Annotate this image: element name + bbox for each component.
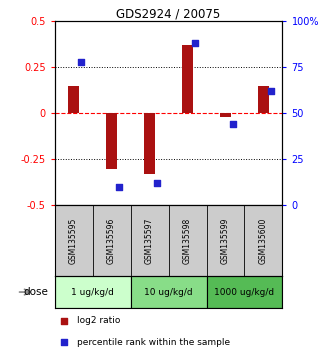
Text: 1000 ug/kg/d: 1000 ug/kg/d xyxy=(214,287,274,297)
Bar xyxy=(131,276,206,308)
Point xyxy=(117,184,122,190)
Bar xyxy=(106,113,117,169)
Text: GSM135598: GSM135598 xyxy=(183,218,192,264)
Text: percentile rank within the sample: percentile rank within the sample xyxy=(77,338,230,347)
Bar xyxy=(258,86,269,113)
Bar xyxy=(68,86,79,113)
Text: 10 ug/kg/d: 10 ug/kg/d xyxy=(144,287,193,297)
Text: GSM135600: GSM135600 xyxy=(259,217,268,264)
Title: GDS2924 / 20075: GDS2924 / 20075 xyxy=(117,7,221,20)
Text: GSM135599: GSM135599 xyxy=(221,217,230,264)
Point xyxy=(230,121,236,127)
Text: GSM135596: GSM135596 xyxy=(107,217,116,264)
Point xyxy=(78,59,83,64)
Text: GSM135597: GSM135597 xyxy=(145,217,154,264)
Text: log2 ratio: log2 ratio xyxy=(77,316,120,325)
Point xyxy=(154,181,160,186)
Bar xyxy=(206,276,282,308)
Text: 1 ug/kg/d: 1 ug/kg/d xyxy=(71,287,114,297)
Text: dose: dose xyxy=(23,287,48,297)
Text: GSM135595: GSM135595 xyxy=(69,217,78,264)
Bar xyxy=(144,113,155,174)
Bar xyxy=(220,113,231,117)
Bar xyxy=(55,276,131,308)
Bar xyxy=(182,45,193,113)
Point xyxy=(268,88,273,94)
Point xyxy=(192,40,197,46)
